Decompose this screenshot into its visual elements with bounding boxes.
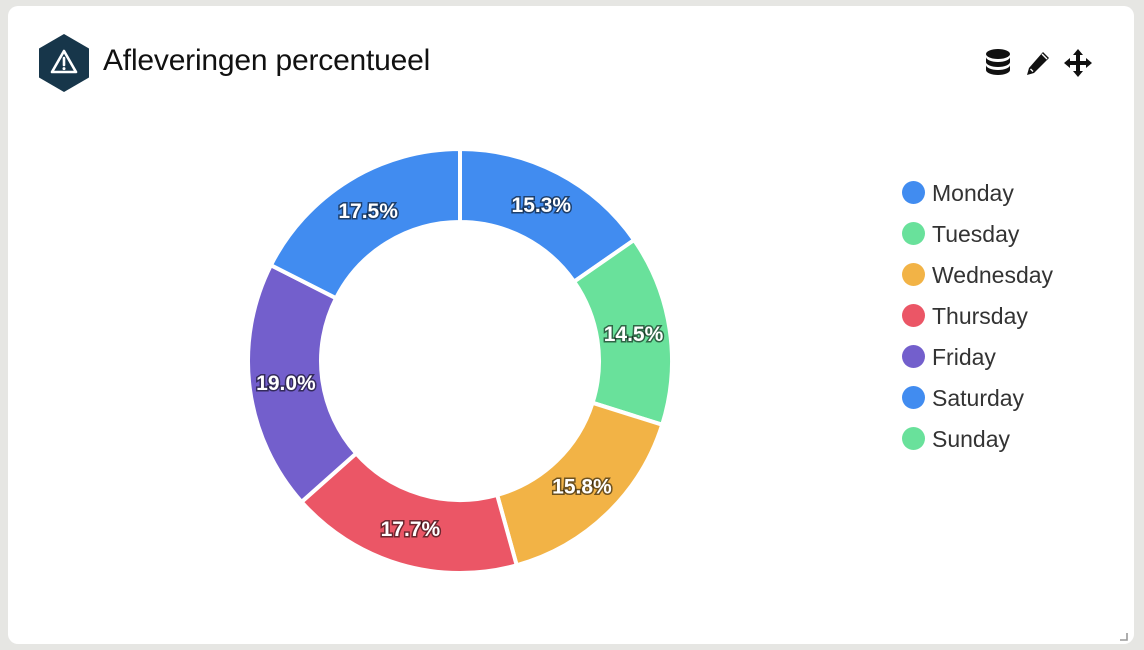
- slice-label-monday: 15.3%: [512, 194, 572, 217]
- legend-swatch: [902, 181, 925, 204]
- legend-swatch: [902, 386, 925, 409]
- slice-label-thursday: 17.7%: [381, 518, 441, 541]
- slice-label-wednesday: 15.8%: [552, 476, 612, 499]
- legend-item-tuesday[interactable]: Tuesday: [900, 219, 1120, 249]
- database-button[interactable]: [982, 46, 1014, 80]
- move-button[interactable]: [1062, 46, 1094, 80]
- legend-item-friday[interactable]: Friday: [900, 342, 1120, 372]
- legend-label: Saturday: [932, 385, 1025, 411]
- legend-label: Tuesday: [932, 221, 1020, 247]
- legend-swatch: [902, 304, 925, 327]
- legend-label: Thursday: [932, 303, 1028, 329]
- resize-grip-icon: [1120, 633, 1128, 641]
- legend-swatch: [902, 345, 925, 368]
- slice-saturday[interactable]: [268, 146, 462, 301]
- resize-handle[interactable]: [1118, 628, 1128, 641]
- legend-label: Friday: [932, 344, 996, 370]
- move-icon: [1064, 49, 1092, 77]
- legend-label: Monday: [932, 180, 1014, 206]
- legend-item-saturday[interactable]: Saturday: [900, 383, 1120, 413]
- legend-swatch: [902, 263, 925, 286]
- legend-item-monday[interactable]: Monday: [900, 178, 1120, 208]
- page-title: Afleveringen percentueel: [103, 44, 431, 77]
- legend-item-sunday[interactable]: Sunday: [900, 424, 1120, 454]
- legend-swatch: [902, 427, 925, 450]
- legend-swatch: [902, 222, 925, 245]
- pencil-icon: [1027, 52, 1049, 75]
- edit-button[interactable]: [1022, 46, 1054, 80]
- legend-item-wednesday[interactable]: Wednesday: [900, 260, 1120, 290]
- database-icon: [986, 49, 1010, 75]
- legend-item-thursday[interactable]: Thursday: [900, 301, 1120, 331]
- warning-hexagon-icon: [39, 34, 89, 92]
- slice-label-saturday: 17.5%: [338, 200, 398, 223]
- slice-label-tuesday: 14.5%: [604, 323, 664, 346]
- slice-label-friday: 19.0%: [256, 372, 316, 395]
- legend-label: Sunday: [932, 426, 1011, 452]
- legend-label: Wednesday: [932, 262, 1054, 288]
